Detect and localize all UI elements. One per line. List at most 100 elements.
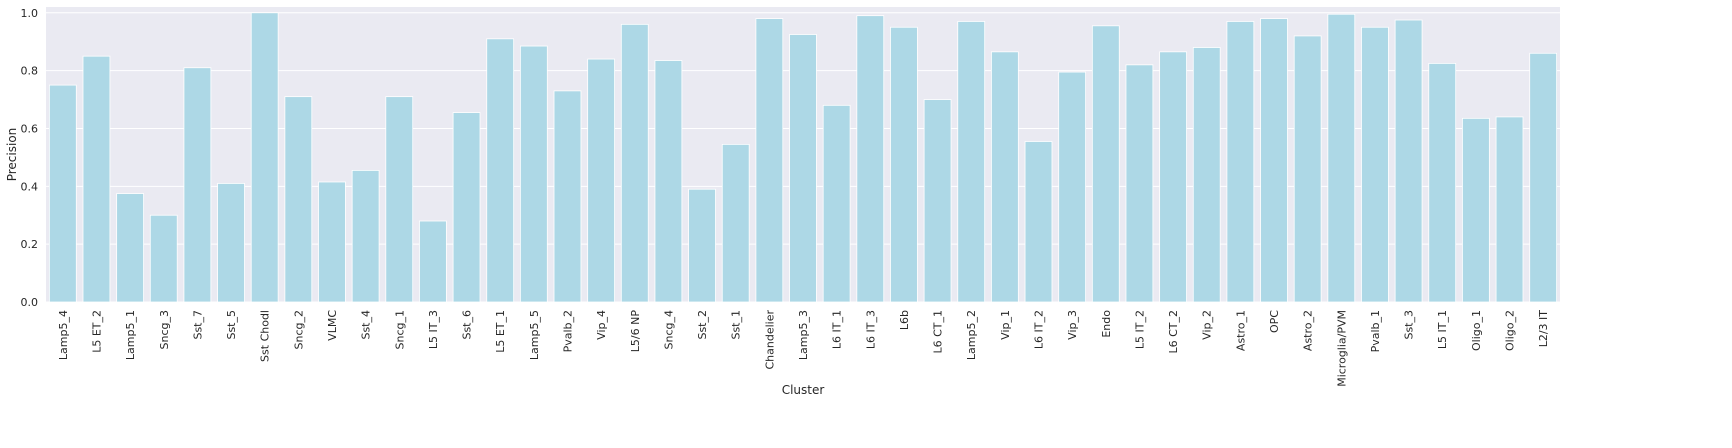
bar: [1058, 71, 1087, 303]
x-tick-label: Astro_2: [1302, 310, 1315, 351]
bar: [553, 90, 582, 303]
x-tick-label: OPC: [1268, 310, 1281, 333]
y-tick-label: 0.0: [21, 296, 39, 309]
bar: [1327, 13, 1356, 303]
bar: [587, 58, 615, 303]
x-tick-label: L6 IT_3: [864, 310, 877, 349]
x-axis-label: Cluster: [782, 383, 825, 397]
bar: [620, 23, 649, 303]
bar: [519, 45, 548, 303]
bar: [1529, 52, 1558, 303]
bar: [183, 67, 212, 303]
bar: [1394, 19, 1423, 303]
bar: [351, 170, 380, 303]
bar: [1159, 51, 1187, 303]
x-tick-label: Sncg_4: [662, 310, 675, 349]
x-tick-label: Pvalb_1: [1369, 310, 1382, 352]
bar: [1226, 21, 1255, 303]
bar: [1260, 18, 1288, 303]
bar: [48, 84, 77, 303]
bar: [957, 21, 986, 303]
bar: [318, 181, 346, 303]
x-tick-label: Sst Chodl: [259, 310, 272, 362]
x-tick-label: L6b: [898, 310, 911, 330]
bar: [452, 112, 481, 303]
x-tick-label: Lamp5_3: [797, 310, 810, 360]
x-tick-label: Sncg_2: [292, 310, 305, 349]
bar: [1462, 117, 1490, 303]
x-tick-label: Sst_6: [461, 310, 474, 340]
x-tick-label: L5 ET_1: [494, 310, 507, 353]
bar: [856, 15, 885, 303]
x-tick-label: L6 IT_2: [1033, 310, 1046, 349]
x-tick-label: Astro_1: [1234, 310, 1247, 351]
x-tick-label: L6 IT_1: [831, 310, 844, 349]
x-tick-label: Microglia/PVM: [1335, 310, 1348, 387]
x-tick-label: Vip_2: [1201, 310, 1214, 340]
y-axis-label: Precision: [5, 128, 19, 182]
bar: [721, 143, 750, 303]
bar: [1192, 47, 1221, 303]
x-tick-label: Chandelier: [763, 310, 776, 370]
x-tick-label: Vip_1: [999, 310, 1012, 340]
x-tick-label: VLMC: [326, 310, 339, 341]
bar: [419, 220, 447, 303]
x-tick-label: L6 CT_1: [932, 310, 945, 354]
bar: [1495, 116, 1524, 303]
bar: [149, 214, 178, 303]
x-tick-label: Lamp5_5: [528, 310, 541, 360]
x-tick-label: Sncg_3: [158, 310, 171, 349]
x-tick-label: L2/3 IT: [1537, 310, 1550, 348]
bar: [1293, 35, 1322, 303]
y-tick-label: 0.4: [21, 180, 39, 193]
x-tick-label: L6 CT_2: [1167, 310, 1180, 354]
x-tick-label: L5 IT_2: [1133, 310, 1146, 349]
x-tick-label: Sst_2: [696, 310, 709, 340]
y-tick-label: 0.6: [21, 122, 39, 135]
bar: [688, 188, 716, 303]
bar: [250, 12, 279, 303]
y-tick-label: 0.8: [21, 65, 39, 78]
x-tick-label: Lamp5_2: [965, 310, 978, 360]
bar: [82, 55, 111, 303]
bar: [755, 18, 784, 303]
y-tick-label: 0.2: [21, 238, 39, 251]
x-tick-label: L5 ET_2: [90, 310, 103, 353]
bar: [923, 99, 952, 303]
x-tick-label: Sst_1: [730, 310, 743, 340]
bar: [1125, 64, 1154, 303]
x-tick-label: L5 IT_1: [1436, 310, 1449, 349]
x-tick-label: Oligo_1: [1470, 310, 1483, 351]
bars: [48, 12, 1558, 303]
x-tick-label: Pvalb_2: [561, 310, 574, 352]
x-tick-label: Oligo_2: [1504, 310, 1517, 351]
x-tick-label: L5 IT_3: [427, 310, 440, 349]
x-tick-labels: Lamp5_4 L5 ET_2 Lamp5_1 Sncg_3 Sst_7 Sst_5 Sst…: [57, 310, 1550, 387]
x-tick-label: Sst_3: [1403, 310, 1416, 340]
bar: [654, 60, 683, 303]
bar: [890, 26, 918, 303]
bar: [116, 193, 144, 303]
bar: [486, 38, 515, 303]
x-tick-label: Sst_5: [225, 310, 238, 340]
x-tick-label: Vip_3: [1066, 310, 1079, 340]
x-tick-label: Sncg_1: [393, 310, 406, 349]
x-tick-label: Endo: [1100, 310, 1113, 338]
bar: [217, 183, 245, 303]
x-tick-label: L5/6 NP: [629, 310, 642, 353]
y-tick-label: 1.0: [21, 7, 39, 20]
bar: [1091, 25, 1120, 303]
x-tick-label: Lamp5_1: [124, 310, 137, 360]
bar: [1024, 141, 1053, 303]
bar: [991, 51, 1019, 303]
y-tick-labels: 0.0 0.2 0.4 0.6 0.8 1.0: [21, 7, 39, 309]
bar: [1361, 26, 1389, 303]
x-tick-label: Lamp5_4: [57, 310, 70, 360]
bar: [1428, 62, 1457, 303]
x-tick-label: Sst_4: [360, 310, 373, 340]
bar: [789, 34, 817, 303]
bar: [284, 96, 313, 303]
x-tick-label: Sst_7: [191, 310, 204, 340]
